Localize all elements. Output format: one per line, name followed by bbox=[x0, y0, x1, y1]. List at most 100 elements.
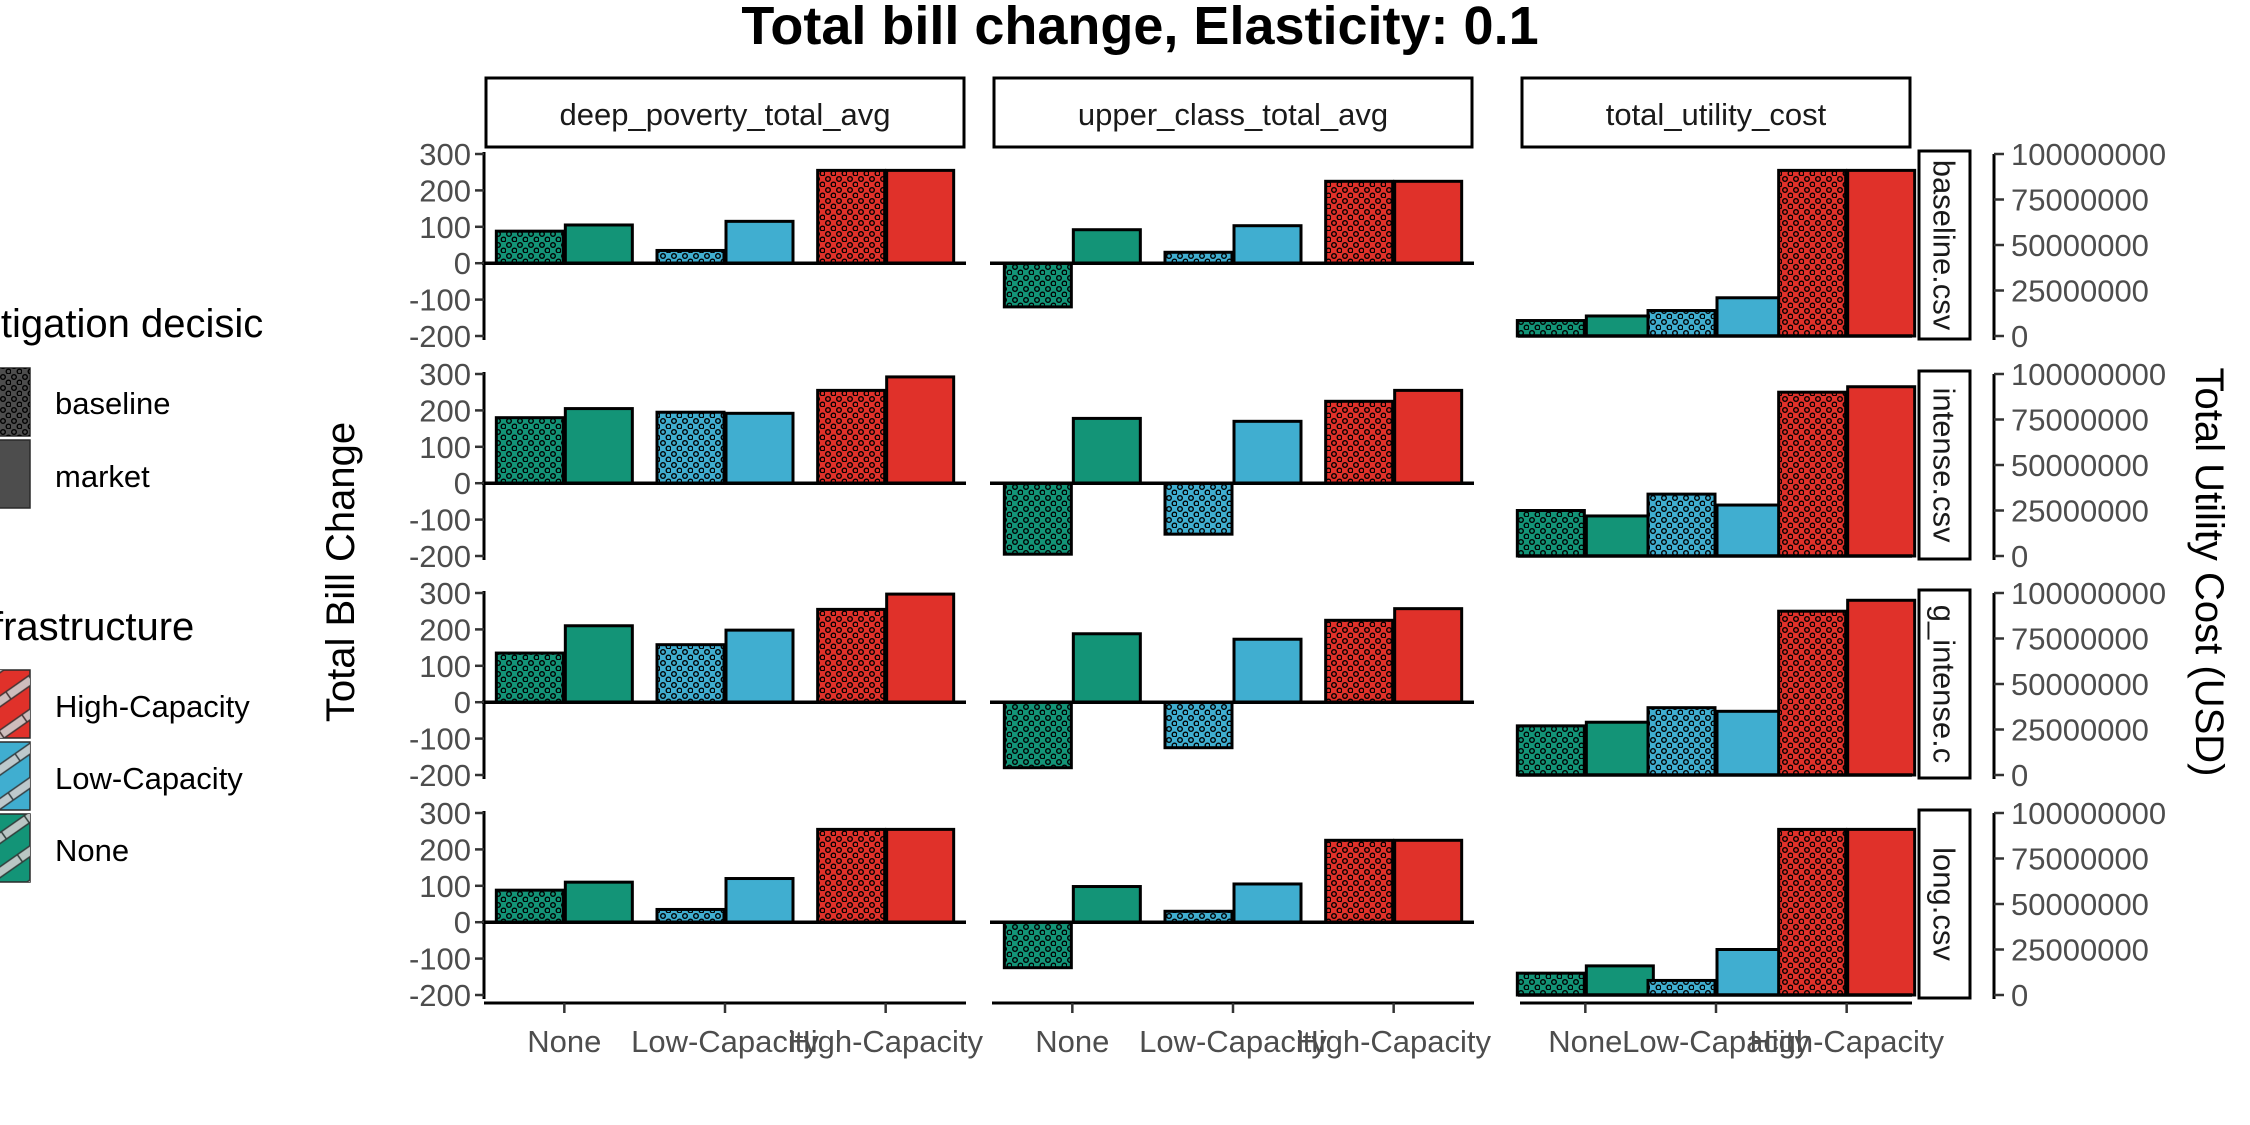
right-tick-label: 0 bbox=[2011, 978, 2028, 1013]
bar-high-capacity-market bbox=[885, 827, 956, 924]
y-tick-label: 0 bbox=[454, 246, 471, 281]
bar-dots-overlay bbox=[496, 653, 564, 703]
bar-dots-overlay bbox=[1325, 840, 1393, 923]
row-strip bbox=[1917, 588, 1972, 780]
row-strip-label: intense.csv bbox=[1927, 387, 1962, 543]
y-tick-label: 200 bbox=[419, 173, 471, 208]
bar-dots-overlay bbox=[817, 829, 885, 923]
row-strip bbox=[1917, 149, 1972, 341]
bar-dots-overlay bbox=[1778, 829, 1846, 995]
right-tick-label: 0 bbox=[2011, 539, 2028, 574]
bar-dots-overlay bbox=[1004, 483, 1072, 555]
bar-dots-overlay bbox=[1165, 252, 1232, 264]
row-strip-label-group: g_intense.c bbox=[1927, 605, 1962, 764]
y-tick-label: -100 bbox=[409, 503, 471, 538]
bar-high-capacity-market bbox=[1846, 385, 1917, 558]
legend-key-market bbox=[0, 439, 31, 509]
y-tick-label: 100 bbox=[419, 649, 471, 684]
facet-strip-label: deep_poverty_total_avg bbox=[560, 97, 891, 132]
y-tick-label: 0 bbox=[454, 905, 471, 940]
x-tick-label: Low-Capacity bbox=[1139, 1024, 1327, 1059]
row-strip-label-group: baseline.csv bbox=[1927, 160, 1962, 331]
bar-dots-overlay bbox=[1778, 611, 1846, 775]
y-tick-label: 300 bbox=[419, 576, 471, 611]
y-tick-label: -200 bbox=[409, 319, 471, 354]
right-tick-label: 50000000 bbox=[2011, 667, 2149, 702]
bar-dots-overlay bbox=[1165, 702, 1232, 748]
x-tick-label: None bbox=[1035, 1024, 1109, 1059]
bar-dots-overlay bbox=[496, 231, 564, 264]
legend-key-high-capacity-stripe bbox=[0, 670, 30, 738]
bar-high-capacity-market bbox=[1846, 168, 1917, 338]
bar-dots-overlay bbox=[1778, 170, 1846, 336]
right-tick-label: 75000000 bbox=[2011, 622, 2149, 657]
bar-low-capacity-market bbox=[724, 628, 795, 704]
row-strip-label-group: long.csv bbox=[1927, 847, 1962, 961]
bar-none-market bbox=[1071, 632, 1142, 704]
right-tick-label: 100000000 bbox=[2011, 137, 2166, 172]
bar-low-capacity-market bbox=[1232, 419, 1303, 485]
right-tick-label: 75000000 bbox=[2011, 842, 2149, 877]
bar-low-capacity-market bbox=[1715, 296, 1786, 338]
legend-key-low-capacity-stripe bbox=[0, 742, 30, 810]
y-tick-label: 0 bbox=[454, 685, 471, 720]
bar-low-capacity-market bbox=[724, 877, 795, 924]
right-tick-label: 25000000 bbox=[2011, 494, 2149, 529]
row-strip bbox=[1917, 808, 1972, 1000]
facet-strip-total_utility_cost bbox=[1520, 76, 1912, 149]
y-tick-label: -200 bbox=[409, 978, 471, 1013]
row-strip bbox=[1917, 369, 1972, 561]
legend-infrastructure-title: frastructure bbox=[0, 605, 194, 649]
right-tick-label: 25000000 bbox=[2011, 933, 2149, 968]
bar-dots-overlay bbox=[1165, 911, 1232, 923]
bar-low-capacity-market bbox=[724, 219, 795, 265]
bar-dots-overlay bbox=[1325, 620, 1393, 703]
left-axis-title: Total Bill Change bbox=[319, 422, 363, 722]
bar-none-market bbox=[563, 880, 634, 924]
right-tick-label: 100000000 bbox=[2011, 576, 2166, 611]
x-tick-label: High-Capacity bbox=[1296, 1024, 1491, 1059]
bar-low-capacity-market bbox=[1715, 709, 1786, 777]
bar-dots-overlay bbox=[1648, 707, 1715, 775]
bar-dots-overlay bbox=[817, 170, 885, 264]
x-tick-label: High-Capacity bbox=[1749, 1024, 1944, 1059]
bar-dots-overlay bbox=[1325, 401, 1393, 484]
row-strip-label: g_intense.c bbox=[1927, 605, 1962, 764]
bar-none-market bbox=[1071, 228, 1142, 265]
bar-high-capacity-market bbox=[1393, 607, 1464, 704]
bar-dots-overlay bbox=[657, 644, 724, 703]
bar-none-market bbox=[1584, 720, 1655, 777]
bar-none-market bbox=[563, 624, 634, 704]
bar-high-capacity-market bbox=[1846, 827, 1917, 997]
bar-dots-overlay bbox=[657, 909, 724, 923]
bar-low-capacity-market bbox=[1232, 882, 1303, 924]
bar-high-capacity-market bbox=[885, 375, 956, 485]
y-tick-label: 100 bbox=[419, 430, 471, 465]
y-tick-label: -100 bbox=[409, 942, 471, 977]
bar-dots-overlay bbox=[1165, 483, 1232, 535]
x-tick-label: High-Capacity bbox=[788, 1024, 983, 1059]
bar-dots-overlay bbox=[1648, 310, 1715, 336]
legend-label-market: market bbox=[55, 459, 150, 494]
legend-label-baseline: baseline bbox=[55, 386, 170, 421]
x-tick-label: Low-Capacity bbox=[631, 1024, 819, 1059]
legend-mitigation-title: itigation decisic bbox=[0, 302, 263, 346]
bar-high-capacity-market bbox=[1393, 179, 1464, 265]
y-tick-label: 100 bbox=[419, 869, 471, 904]
row-strip-label: baseline.csv bbox=[1927, 160, 1962, 331]
bar-dots-overlay bbox=[657, 250, 724, 264]
legend-label-high-capacity: High-Capacity bbox=[55, 689, 250, 724]
plot-area: deep_poverty_total_avg upper_class_total_… bbox=[409, 76, 2166, 1059]
facet-strip-label: upper_class_total_avg bbox=[1078, 97, 1388, 132]
y-tick-label: -200 bbox=[409, 539, 471, 574]
y-tick-label: 300 bbox=[419, 137, 471, 172]
right-axis-title: Total Utility Cost (USD) bbox=[2187, 368, 2231, 777]
bar-dots-overlay bbox=[1004, 702, 1072, 768]
bar-dots-overlay bbox=[496, 890, 564, 923]
bar-dots-overlay bbox=[1325, 181, 1393, 264]
y-tick-label: 200 bbox=[419, 612, 471, 647]
x-tick-label: Low-Capacity bbox=[1622, 1024, 1810, 1059]
bar-high-capacity-market bbox=[1846, 598, 1917, 777]
legend: itigation decisic baseline market frastr… bbox=[0, 302, 263, 883]
